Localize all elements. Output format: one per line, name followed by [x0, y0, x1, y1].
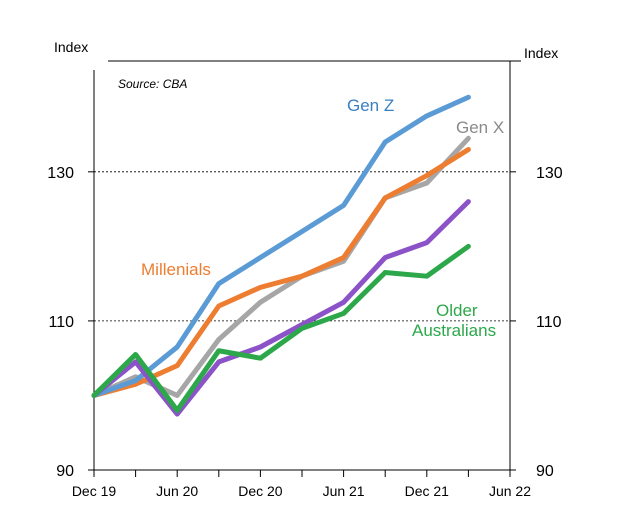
text-layer: Index Index Source: CBA Gen Z Gen X Millen… — [54, 39, 558, 340]
series-layer — [91, 94, 471, 417]
series-label: Older — [436, 301, 478, 320]
left-tick-label: 110 — [48, 314, 74, 331]
right-tick-label: 110 — [536, 314, 562, 331]
series-line-3 — [91, 199, 471, 417]
left-tick-label: 90 — [56, 463, 74, 480]
x-tick-label: Jun 21 — [323, 483, 365, 499]
series-line-0 — [91, 94, 471, 398]
right-tick-label: 130 — [536, 165, 563, 182]
x-tick-label: Jun 20 — [156, 483, 198, 499]
x-tick-label: Jun 22 — [489, 483, 531, 499]
x-tick-label: Dec 21 — [405, 483, 450, 499]
grid-layer — [94, 171, 510, 322]
series-label: Gen X — [456, 118, 504, 137]
source-note: Source: CBA — [118, 77, 187, 91]
series-label: Australians — [412, 321, 496, 340]
x-tick-label: Dec 20 — [238, 483, 283, 499]
right-tick-label: 90 — [536, 463, 554, 480]
left-axis-label: Index — [54, 39, 88, 55]
right-axis-label: Index — [524, 45, 558, 61]
series-label: Millenials — [141, 260, 211, 279]
series-line-2 — [91, 146, 471, 398]
series-label: Gen Z — [347, 96, 394, 115]
series-line-4 — [91, 243, 471, 413]
axis-layer: 90 90 110 110 130 130 Dec 19 Jun 20 Dec 20 Jun 21… — [47, 60, 563, 499]
x-tick-label: Dec 19 — [72, 483, 117, 499]
left-tick-label: 130 — [47, 165, 74, 182]
